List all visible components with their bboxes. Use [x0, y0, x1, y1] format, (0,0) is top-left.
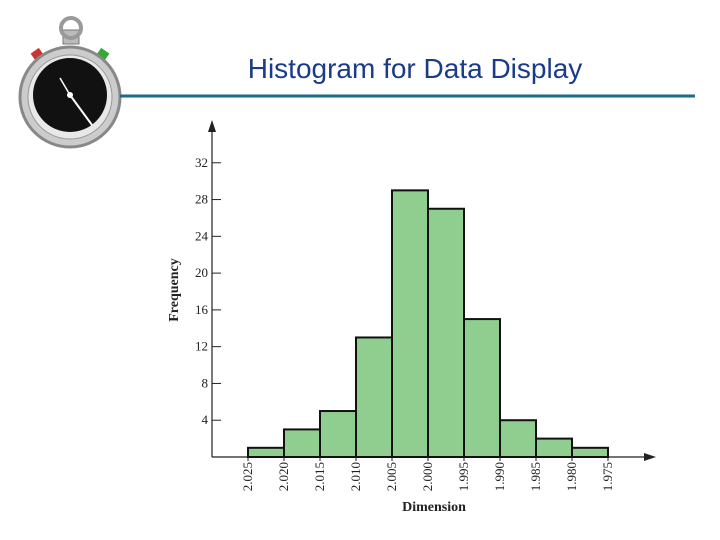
y-tick-label: 16 [195, 302, 209, 317]
y-tick-label: 4 [202, 412, 209, 427]
x-tick-label: 1.980 [564, 462, 579, 491]
stopwatch-icon [18, 16, 122, 149]
bar [283, 428, 321, 458]
x-tick-label: 1.990 [492, 462, 507, 491]
bar [247, 446, 285, 458]
y-tick-label: 28 [195, 192, 208, 207]
bar [355, 336, 393, 459]
y-tick-label: 20 [195, 265, 208, 280]
y-tick-label: 12 [195, 339, 208, 354]
bar [391, 189, 429, 458]
x-tick-label: 2.020 [276, 462, 291, 491]
x-tick-label: 2.025 [240, 462, 255, 491]
bar [535, 437, 573, 459]
x-axis-label: Dimension [402, 500, 466, 515]
y-axis-arrow [208, 120, 216, 132]
x-tick-label: 2.010 [348, 462, 363, 491]
y-tick-label: 24 [195, 228, 209, 243]
y-tick-label: 8 [202, 375, 209, 390]
x-tick-label: 1.995 [456, 462, 471, 491]
bar [319, 410, 357, 458]
bar [571, 446, 609, 458]
x-tick-label: 2.005 [384, 462, 399, 491]
x-tick-label: 2.000 [420, 462, 435, 491]
x-tick-label: 2.015 [312, 462, 327, 491]
bar [427, 207, 465, 458]
x-tick-label: 1.985 [528, 462, 543, 491]
y-axis-label: Frequency [167, 258, 182, 322]
y-tick-label: 32 [195, 155, 208, 170]
bar [463, 318, 501, 459]
slide-title: Histogram for Data Display [248, 53, 583, 84]
bar [499, 419, 537, 459]
x-axis-arrow [644, 453, 656, 461]
x-tick-label: 1.975 [600, 462, 615, 491]
